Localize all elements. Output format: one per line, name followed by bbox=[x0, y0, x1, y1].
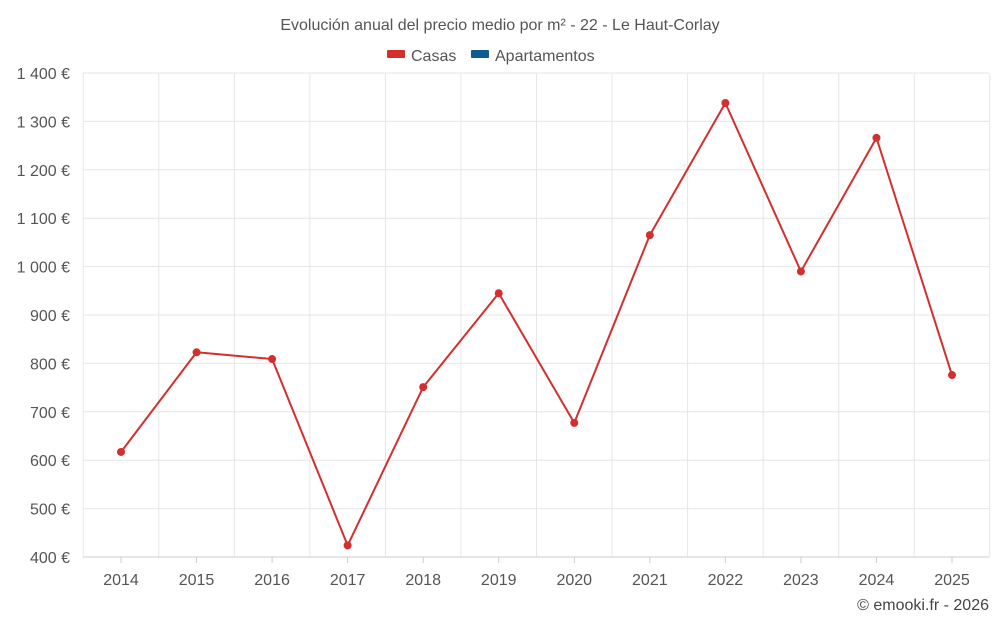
data-point[interactable] bbox=[948, 371, 956, 380]
legend: Casas Apartamentos bbox=[387, 48, 595, 65]
y-axis: 400 € 500 € 600 € 700 € 800 € 900 € 1 000 € 1 1… bbox=[17, 66, 70, 567]
y-tick-label: 500 € bbox=[30, 502, 70, 519]
y-tick-label: 400 € bbox=[30, 550, 70, 567]
credit-text: © emooki.fr - 2026 bbox=[857, 597, 989, 614]
y-tick-label: 1 300 € bbox=[17, 114, 70, 131]
x-tick-label: 2024 bbox=[859, 572, 895, 589]
x-tick-label: 2018 bbox=[405, 572, 441, 589]
data-point[interactable] bbox=[419, 383, 428, 392]
y-tick-label: 1 100 € bbox=[17, 211, 70, 228]
data-point[interactable] bbox=[796, 267, 805, 276]
x-tick-label: 2014 bbox=[103, 572, 139, 589]
legend-label-casas: Casas bbox=[411, 48, 456, 65]
data-point[interactable] bbox=[494, 289, 503, 298]
data-point[interactable] bbox=[268, 355, 277, 364]
data-point[interactable] bbox=[192, 348, 201, 357]
legend-swatch-casas bbox=[387, 50, 405, 58]
x-tick-label: 2020 bbox=[556, 572, 592, 589]
legend-item-casas[interactable]: Casas bbox=[387, 48, 456, 65]
data-point[interactable] bbox=[343, 541, 352, 550]
legend-swatch-apartamentos bbox=[471, 50, 489, 58]
y-tick-label: 1 200 € bbox=[17, 163, 70, 180]
x-tick-label: 2019 bbox=[481, 572, 517, 589]
x-tick-label: 2022 bbox=[708, 572, 744, 589]
data-point[interactable] bbox=[721, 99, 730, 108]
x-tick-label: 2017 bbox=[330, 572, 366, 589]
y-tick-label: 1 400 € bbox=[17, 66, 70, 83]
data-point[interactable] bbox=[570, 418, 579, 427]
legend-label-apartamentos: Apartamentos bbox=[495, 48, 595, 65]
x-tick-label: 2023 bbox=[783, 572, 819, 589]
data-point[interactable] bbox=[872, 133, 881, 142]
data-point[interactable] bbox=[645, 231, 654, 240]
chart-title: Evolución anual del precio medio por m² … bbox=[280, 17, 719, 34]
x-tick-label: 2016 bbox=[254, 572, 290, 589]
x-tick-label: 2015 bbox=[179, 572, 215, 589]
x-axis: 2014 2015 2016 2017 2018 2019 2020 2021 2022 2023… bbox=[83, 556, 989, 589]
grid bbox=[82, 72, 991, 558]
legend-item-apartamentos[interactable]: Apartamentos bbox=[471, 48, 595, 65]
y-tick-label: 700 € bbox=[30, 405, 70, 422]
y-tick-label: 900 € bbox=[30, 308, 70, 325]
y-tick-label: 800 € bbox=[30, 356, 70, 373]
series-layer bbox=[117, 99, 956, 550]
x-tick-label: 2021 bbox=[632, 572, 668, 589]
series-line-casas bbox=[120, 102, 953, 547]
y-tick-label: 1 000 € bbox=[17, 260, 70, 277]
data-point[interactable] bbox=[117, 447, 125, 456]
x-tick-label: 2025 bbox=[934, 572, 970, 589]
y-tick-label: 600 € bbox=[30, 453, 70, 470]
